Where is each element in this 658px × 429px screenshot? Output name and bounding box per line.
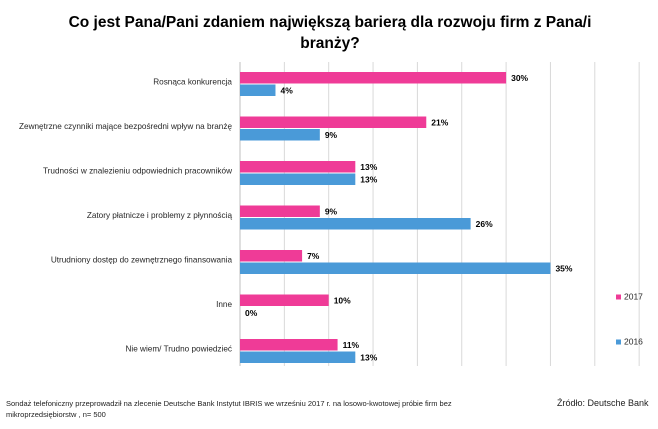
data-label: 21%: [431, 118, 448, 128]
legend-swatch: [616, 339, 621, 345]
category-label: Utrudniony dostęp do zewnętrznego finans…: [51, 256, 233, 265]
category-label: Trudności w znalezieniu odpowiednich pra…: [43, 167, 232, 176]
data-label: 7%: [307, 251, 320, 261]
data-label: 13%: [360, 353, 377, 363]
data-label: 13%: [360, 175, 377, 185]
data-label: 13%: [360, 162, 377, 172]
data-label: 9%: [325, 130, 338, 140]
legend-swatch: [616, 294, 621, 300]
data-label: 35%: [555, 264, 572, 274]
category-label: Inne: [216, 300, 232, 309]
chart-title: Co jest Pana/Pani zdaniem największą bar…: [68, 14, 592, 52]
legend-label: 2017: [624, 292, 643, 302]
bar-2017: [240, 161, 356, 173]
category-label: Nie wiem/ Trudno powiedzieć: [126, 345, 233, 354]
bar-2017: [240, 339, 338, 351]
bar-2016: [240, 218, 471, 230]
bar-2017: [240, 205, 320, 217]
category-label: Rosnąca konkurencja: [153, 78, 232, 87]
data-label: 26%: [476, 219, 493, 229]
legend-label: 2016: [624, 337, 643, 347]
bar-2017: [240, 250, 303, 262]
category-label: Zatory płatnicze i problemy z płynnością: [87, 211, 233, 220]
data-label: 4%: [280, 86, 293, 96]
bar-2016: [240, 84, 276, 96]
bar-2017: [240, 294, 329, 306]
bar-2016: [240, 129, 320, 141]
bar-2016: [240, 173, 356, 185]
category-label: Zewnętrzne czynniki mające bezpośredni w…: [19, 122, 232, 131]
bar-2016: [240, 262, 551, 274]
bar-2016: [240, 351, 356, 363]
data-label: 0%: [245, 308, 258, 318]
data-label: 10%: [334, 296, 351, 306]
data-label: 11%: [343, 340, 360, 350]
data-label: 9%: [325, 207, 338, 217]
data-label: 30%: [511, 73, 528, 83]
bar-2017: [240, 72, 507, 84]
source-note: Źródło: Deutsche Bank: [557, 398, 649, 408]
survey-footnote: Sondaż telefoniczny przeprowadził na zle…: [6, 399, 452, 419]
bar-2017: [240, 116, 427, 128]
